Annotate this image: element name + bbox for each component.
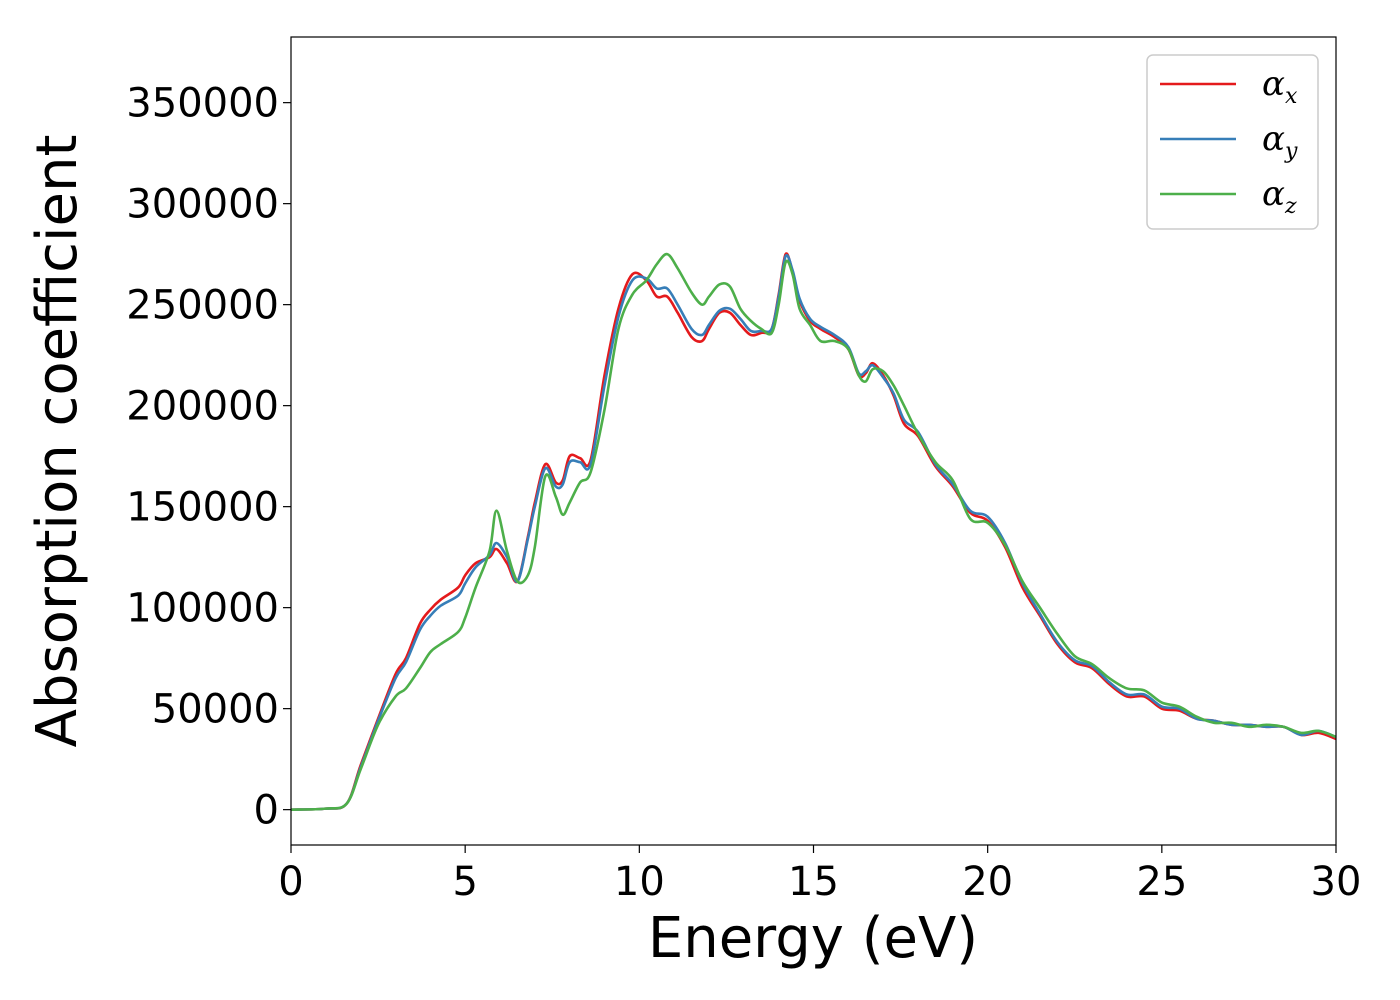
x-axis-ticks: 0 5 10 15 20 25 30 — [278, 845, 1361, 905]
x-tick-label: 15 — [788, 859, 839, 905]
series-layer — [290, 252, 1337, 811]
y-tick-label: 0 — [254, 788, 279, 834]
y-tick-label: 100000 — [126, 586, 279, 632]
x-tick-label: 20 — [962, 859, 1013, 905]
y-axis-title: Absorption coefficient — [25, 135, 90, 748]
y-tick-label: 350000 — [126, 81, 279, 127]
x-tick-label: 0 — [278, 859, 303, 905]
legend-box — [1146, 54, 1319, 230]
legend: αx αy αz — [1146, 54, 1319, 230]
y-tick-label: 200000 — [126, 384, 279, 430]
x-tick-label: 5 — [452, 859, 477, 905]
series-line-α-z — [290, 252, 1337, 811]
x-tick-label: 30 — [1311, 859, 1362, 905]
y-axis-ticks: 0 50000 100000 150000 200000 250000 300000 3500… — [126, 81, 291, 834]
legend-label-y: αy — [1262, 119, 1298, 164]
legend-label-x: αx — [1262, 64, 1298, 109]
x-tick-label: 10 — [614, 859, 665, 905]
legend-label-z: αz — [1262, 174, 1297, 219]
y-tick-label: 300000 — [126, 182, 279, 228]
y-tick-label: 150000 — [126, 485, 279, 531]
x-axis-title: Energy (eV) — [648, 906, 978, 971]
y-tick-label: 50000 — [152, 687, 279, 733]
x-tick-label: 25 — [1136, 859, 1187, 905]
y-tick-label: 250000 — [126, 283, 279, 329]
